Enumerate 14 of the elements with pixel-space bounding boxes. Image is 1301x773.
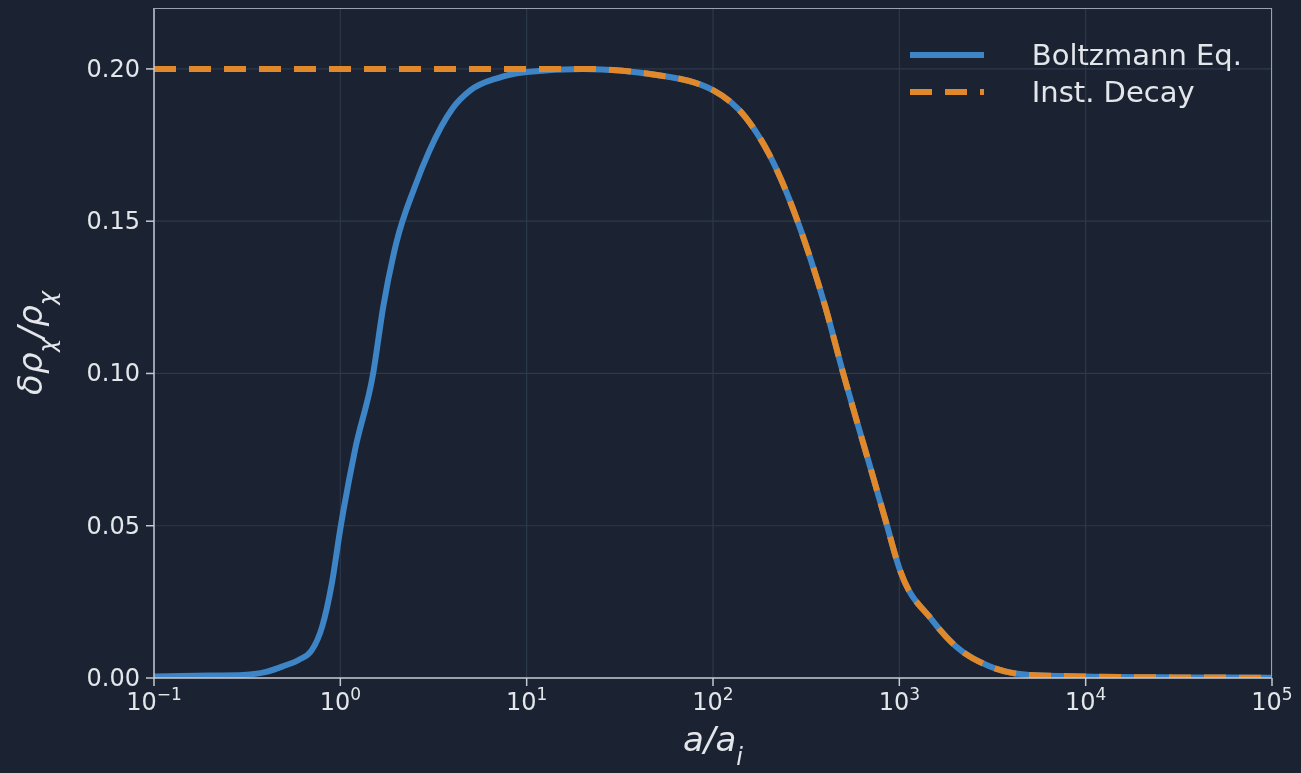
x-tick-label: 10$^{1}$ bbox=[505, 684, 548, 716]
legend-label: Inst. Decay bbox=[1031, 74, 1195, 109]
y-tick-label: 0.10 bbox=[86, 359, 140, 388]
legend-label: Boltzmann Eq. bbox=[1031, 37, 1242, 72]
x-tick-label: 10$^{5}$ bbox=[1251, 684, 1293, 716]
x-tick-label: 10$^{2}$ bbox=[692, 684, 734, 716]
x-tick-label: 10$^{3}$ bbox=[878, 684, 921, 716]
y-tick-label: 0.05 bbox=[86, 511, 140, 540]
y-tick-label: 0.00 bbox=[86, 664, 140, 692]
x-tick-label: 10$^{4}$ bbox=[1064, 684, 1107, 716]
x-axis-title: a/a$_{i}$ bbox=[683, 719, 744, 771]
x-tick-label: 10$^{0}$ bbox=[319, 684, 362, 716]
y-tick-label: 0.15 bbox=[86, 207, 140, 236]
y-tick-label: 0.20 bbox=[86, 54, 140, 83]
